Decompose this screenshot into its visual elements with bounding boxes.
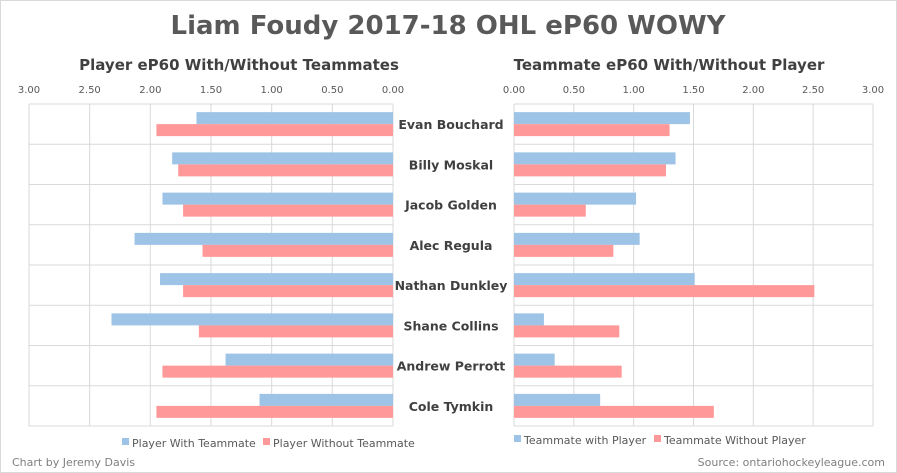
- left-tick-label: 3.00: [18, 85, 40, 96]
- left-bar-without: [183, 285, 393, 298]
- right-legend: Teammate with Player Teammate Without Pl…: [514, 434, 806, 447]
- right-legend-swatch-with: [514, 435, 521, 442]
- left-legend-swatch-with: [122, 438, 129, 445]
- right-bar-without: [514, 365, 622, 378]
- left-bar-without: [183, 204, 393, 217]
- right-bar-with: [514, 313, 544, 326]
- right-bar-without: [514, 285, 815, 298]
- right-tick-label: 0.50: [563, 85, 585, 96]
- right-bar-with: [514, 112, 690, 125]
- player-label: Billy Moskal: [409, 157, 493, 172]
- right-tick-label: 1.00: [623, 85, 645, 96]
- right-legend-without: Teammate Without Player: [663, 434, 806, 447]
- left-tick-label: 1.00: [261, 85, 283, 96]
- right-bar-with: [514, 353, 555, 366]
- left-gridlines: [28, 103, 394, 427]
- left-tick-label: 0.50: [321, 85, 343, 96]
- right-bar-without: [514, 325, 620, 338]
- left-bar-without: [156, 124, 393, 137]
- right-bar-with: [514, 152, 676, 165]
- chart-title: Liam Foudy 2017-18 OHL eP60 WOWY: [171, 11, 727, 41]
- left-bar-without: [162, 365, 393, 378]
- right-bar-with: [514, 232, 640, 245]
- left-bar-without: [198, 325, 393, 338]
- right-legend-with: Teammate with Player: [523, 434, 647, 447]
- right-tick-label: 2.50: [802, 85, 824, 96]
- left-bar-with: [111, 313, 394, 326]
- left-axis-ticks: 3.00 2.50 2.00 1.50 1.00 0.50 0.00: [18, 85, 404, 96]
- right-bar-without: [514, 244, 614, 257]
- left-tick-label: 1.50: [200, 85, 222, 96]
- left-tick-label: 0.00: [382, 85, 404, 96]
- left-bar-with: [172, 152, 393, 165]
- right-bar-without: [514, 124, 670, 137]
- left-bar-without: [156, 405, 393, 418]
- right-tick-label: 0.00: [503, 85, 525, 96]
- chart-credit: Chart by Jeremy Davis: [12, 456, 135, 469]
- right-bars: [514, 112, 815, 418]
- right-bar-without: [514, 204, 586, 217]
- player-label: Cole Tymkin: [409, 399, 494, 414]
- left-bar-with: [162, 192, 393, 205]
- left-tick-label: 2.00: [139, 85, 161, 96]
- left-bar-with: [196, 112, 393, 125]
- player-label: Nathan Dunkley: [395, 278, 508, 293]
- left-chart-title: Player eP60 With/Without Teammates: [79, 56, 399, 74]
- left-legend: Player With Teammate Player Without Team…: [122, 437, 415, 450]
- right-gridlines: [513, 103, 874, 427]
- left-bar-with: [134, 232, 393, 245]
- left-bar-with: [259, 393, 393, 406]
- right-tick-label: 2.00: [742, 85, 764, 96]
- player-label: Shane Collins: [403, 318, 498, 333]
- right-bar-without: [514, 164, 666, 177]
- right-tick-label: 1.50: [682, 85, 704, 96]
- right-legend-swatch-without: [654, 435, 661, 442]
- right-axis-ticks: 0.00 0.50 1.00 1.50 2.00 2.50 3.00: [503, 85, 884, 96]
- left-tick-label: 2.50: [79, 85, 101, 96]
- player-label: Alec Regula: [410, 238, 493, 253]
- left-legend-without: Player Without Teammate: [273, 437, 415, 450]
- left-bar-without: [202, 244, 393, 257]
- right-bar-with: [514, 393, 601, 406]
- player-label: Jacob Golden: [404, 198, 497, 213]
- right-chart-title: Teammate eP60 With/Without Player: [514, 56, 825, 74]
- player-labels: Evan Bouchard Billy Moskal Jacob Golden Ale…: [395, 117, 508, 414]
- chart-source: Source: ontariohockeyleague.com: [698, 456, 885, 469]
- left-legend-swatch-without: [263, 438, 270, 445]
- right-bar-with: [514, 192, 637, 205]
- left-bar-with: [160, 273, 393, 286]
- player-label: Evan Bouchard: [398, 117, 503, 132]
- left-legend-with: Player With Teammate: [132, 437, 256, 450]
- right-bar-without: [514, 405, 714, 418]
- left-bar-without: [178, 164, 393, 177]
- left-bar-with: [225, 353, 393, 366]
- right-bar-with: [514, 273, 695, 286]
- right-tick-label: 3.00: [862, 85, 884, 96]
- player-label: Andrew Perrott: [397, 359, 506, 374]
- left-bars: [111, 112, 394, 418]
